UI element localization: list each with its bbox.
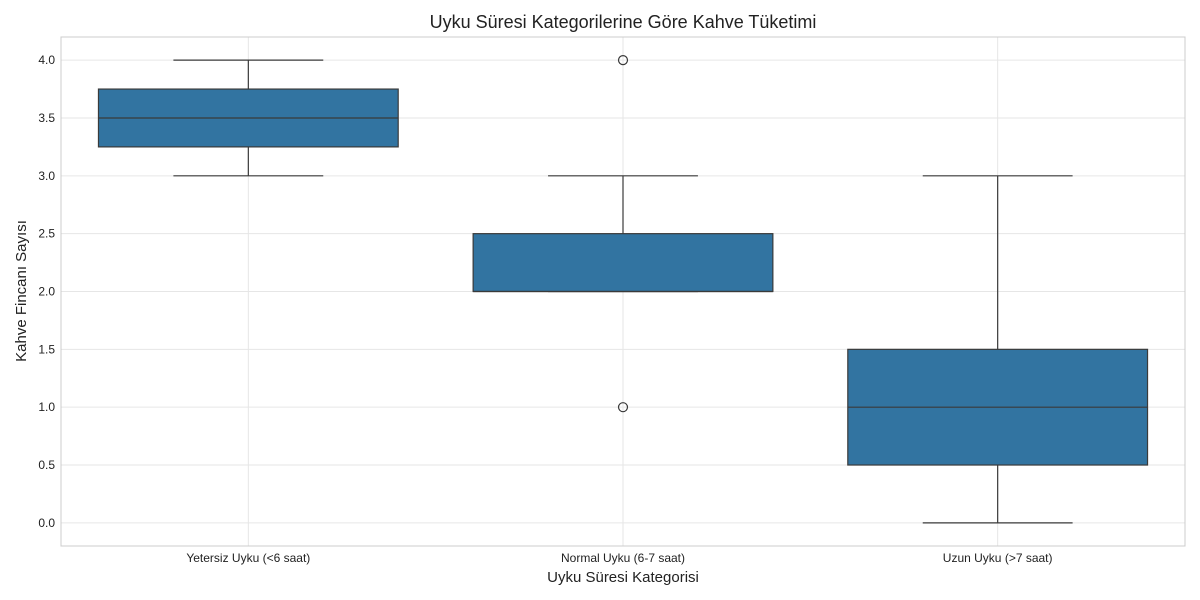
x-axis-label: Uyku Süresi Kategorisi [547,569,699,586]
x-axis-ticks: Yetersiz Uyku (<6 saat) Normal Uyku (6-7 … [186,551,1052,565]
y-tick-label: 2.5 [38,227,55,241]
y-axis-ticks: 0.0 0.5 1.0 1.5 2.0 2.5 3.0 3.5 4.0 [38,53,55,530]
y-tick-label: 1.0 [38,400,55,414]
box-group [97,59,399,177]
outlier-point [617,55,629,66]
outlier-point [617,402,629,413]
box-plots [97,55,1149,524]
plot-frame [60,36,1186,547]
y-axis-label: Kahve Fincanı Sayısı [13,220,30,362]
y-tick-label: 3.0 [38,169,55,183]
y-tick-label: 0.0 [38,516,55,530]
box-group [472,55,774,413]
y-tick-label: 3.5 [38,111,55,125]
box-iqr [472,233,774,293]
x-tick-label: Yetersiz Uyku (<6 saat) [186,551,310,565]
y-tick-label: 2.0 [38,285,55,299]
box-group [847,175,1149,524]
y-tick-label: 0.5 [38,458,55,472]
y-tick-label: 4.0 [38,53,55,67]
y-tick-label: 1.5 [38,342,55,356]
chart-title: Uyku Süresi Kategorilerine Göre Kahve Tü… [430,12,817,32]
x-tick-label: Uzun Uyku (>7 saat) [943,551,1053,565]
x-tick-label: Normal Uyku (6-7 saat) [561,551,685,565]
